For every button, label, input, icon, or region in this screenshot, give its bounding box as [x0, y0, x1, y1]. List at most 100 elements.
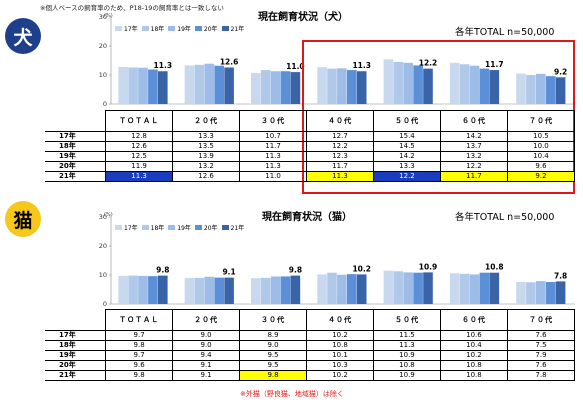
bar-18年-5	[393, 271, 404, 304]
legend-swatch	[194, 225, 202, 230]
legend-swatch	[115, 26, 122, 31]
y-tick-label: 0	[103, 300, 107, 308]
bar-18年-5	[393, 61, 404, 104]
table-cell: 9.4	[172, 350, 241, 361]
bar-21年-7	[555, 281, 566, 304]
legend-swatch	[168, 26, 176, 31]
column-header: ４０代	[306, 110, 374, 132]
bar-19年-4	[337, 68, 347, 104]
table-cell: 9.7	[105, 350, 174, 361]
table-cell: 10.8	[439, 360, 508, 371]
bar-21年-5	[423, 272, 433, 304]
table-cell: 11.3	[306, 171, 374, 182]
cat-legend: 17年 18年 19年 20年 21年	[115, 223, 244, 232]
table-cell: 12.2	[372, 171, 441, 182]
bar-18年-1	[128, 67, 138, 104]
dog-bar-chart: 0 10 20 30 11.3 12.6 11.0 11.3 12.2 11.7 9.2	[99, 13, 575, 108]
table-cell: 11.7	[306, 161, 374, 172]
table-cell: 9.1	[172, 370, 241, 381]
cat-total-note: 各年TOTAL n=50,000	[455, 212, 555, 223]
table-cell: 9.6	[506, 161, 576, 172]
bar-17年-6	[449, 273, 460, 304]
legend-item: 18年	[141, 24, 165, 33]
column-header: ４０代	[306, 309, 374, 331]
table-cell: 8.9	[239, 330, 308, 341]
table-cell: 12.2	[306, 141, 374, 152]
table-cell: 9.5	[239, 360, 308, 371]
table-cell: 13.2	[439, 151, 508, 162]
dog-chart-title: 現在飼育状況（犬）	[258, 12, 348, 23]
row-label: 17年	[45, 131, 107, 142]
row-label: 21年	[45, 171, 107, 182]
bar-19年-4	[337, 274, 347, 304]
data-label-latest: 9.1	[222, 268, 235, 277]
table-cell: 12.7	[306, 131, 374, 142]
table-cell: 11.3	[372, 340, 441, 351]
table-cell: 10.3	[306, 360, 374, 371]
column-header: ＴＯＴＡＬ	[105, 110, 174, 132]
cat-bar-chart: 0 10 20 30 9.8 9.1 9.8 10.2 10.9 10.8 7.8	[99, 213, 575, 308]
table-cell: 12.6	[172, 171, 241, 182]
bar-20年-3	[280, 71, 291, 104]
bar-17年-2	[184, 65, 195, 104]
table-cell: 13.7	[439, 141, 508, 152]
cat-badge: 猫	[5, 201, 41, 237]
legend-label: 18年	[150, 225, 165, 232]
data-label-latest: 11.3	[154, 61, 173, 70]
bar-19年-2	[204, 276, 215, 304]
bar-18年-7	[526, 282, 536, 304]
table-cell: 10.0	[506, 141, 576, 152]
dog-badge: 犬	[5, 18, 41, 54]
bar-20年-3	[280, 276, 291, 304]
table-cell: 10.4	[439, 340, 508, 351]
table-row: 21年 11.3 12.6 11.0 11.3 12.2 11.7 9.2	[45, 171, 576, 182]
row-label: 19年	[45, 151, 107, 162]
bar-19年-1	[138, 275, 148, 304]
bar-18年-2	[194, 277, 205, 304]
legend-item: 18年	[141, 223, 165, 232]
table-cell: 10.5	[506, 131, 576, 142]
table-cell: 9.6	[105, 360, 174, 371]
table-cell: 10.2	[439, 350, 508, 361]
table-cell: 7.6	[506, 330, 576, 341]
y-tick-label: 20	[99, 42, 107, 50]
legend-label: 18年	[150, 26, 165, 33]
table-cell: 13.3	[172, 131, 241, 142]
bar-18年-6	[459, 64, 470, 104]
bar-19年-2	[204, 63, 215, 104]
bar-20年-7	[545, 281, 556, 304]
table-cell: 7.6	[506, 360, 576, 371]
bar-20年-4	[347, 274, 357, 304]
legend-label: 21年	[230, 26, 245, 33]
y-tick-label: 30	[99, 13, 107, 21]
legend-label: 20年	[203, 225, 218, 232]
legend-swatch	[141, 225, 149, 230]
row-label: 20年	[45, 161, 107, 172]
table-corner	[45, 309, 107, 331]
row-label: 18年	[45, 141, 107, 152]
bar-18年-4	[327, 68, 337, 104]
table-cell: 11.9	[105, 161, 174, 172]
y-tick-label: 30	[99, 213, 107, 221]
table-cell: 11.7	[439, 171, 508, 182]
column-header: ２０代	[172, 110, 241, 132]
table-header-row: ＴＯＴＡＬ ２０代 ３０代 ４０代 ５０代 ６０代 ７０代	[45, 110, 576, 132]
column-header: ７０代	[506, 110, 576, 132]
bar-18年-1	[128, 275, 138, 304]
bar-17年-6	[449, 62, 460, 104]
bar-20年-1	[148, 69, 158, 104]
table-cell: 12.8	[105, 131, 174, 142]
table-corner	[45, 110, 107, 132]
bar-20年-4	[347, 70, 357, 104]
table-cell: 11.3	[105, 171, 174, 182]
bar-19年-1	[138, 67, 148, 104]
bar-17年-1	[118, 66, 128, 104]
legend-label: 20年	[203, 26, 218, 33]
bar-19年-6	[469, 65, 480, 104]
bar-17年-2	[184, 277, 195, 304]
bar-17年-1	[118, 275, 128, 304]
column-header: ６０代	[439, 110, 508, 132]
table-cell: 14.2	[372, 151, 441, 162]
table-cell: 9.5	[239, 350, 308, 361]
legend-item: 17年	[115, 223, 138, 232]
